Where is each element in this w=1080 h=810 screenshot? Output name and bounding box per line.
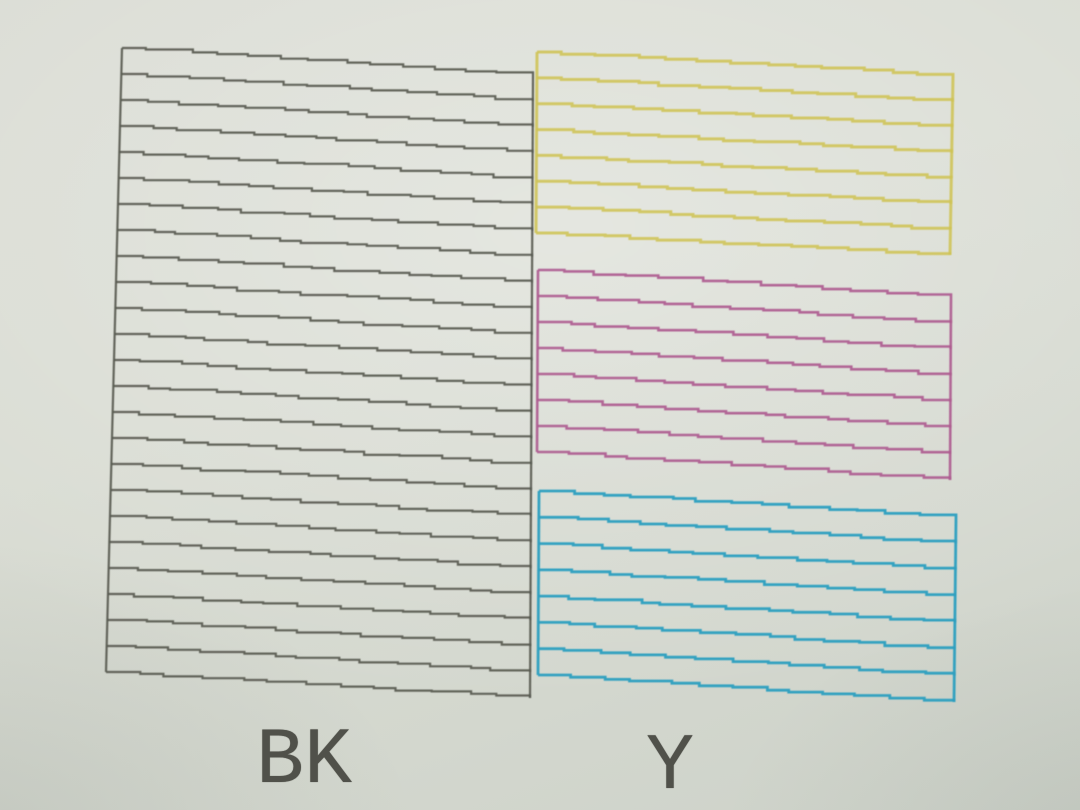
c-scan-line xyxy=(538,673,956,702)
magenta-ink-block xyxy=(535,268,953,481)
y-scan-line xyxy=(537,50,955,76)
y-right-edge xyxy=(948,75,955,256)
y-scan-line xyxy=(536,76,955,102)
bk-scan-line xyxy=(108,592,532,621)
y-scan-line xyxy=(536,128,954,153)
m-scan-line xyxy=(537,320,952,350)
bk-scan-line xyxy=(115,306,533,335)
label-y: Y xyxy=(646,722,695,810)
m-right-edge xyxy=(948,296,953,481)
c-scan-line xyxy=(538,647,956,676)
c-scan-line xyxy=(538,542,957,570)
bk-scan-line xyxy=(114,358,533,387)
c-left-edge xyxy=(536,490,541,676)
y-scan-line xyxy=(536,179,953,204)
bk-scan-line xyxy=(112,436,533,465)
bk-scan-line xyxy=(113,384,533,413)
bk-scan-line xyxy=(121,72,534,101)
bk-scan-line xyxy=(120,98,534,127)
bk-scan-line xyxy=(117,228,534,257)
m-scan-line xyxy=(538,268,953,297)
bk-scan-line xyxy=(118,176,534,205)
cyan-ink-block xyxy=(536,489,958,703)
c-scan-line xyxy=(538,568,957,597)
c-scan-line xyxy=(538,594,957,623)
m-scan-line xyxy=(537,398,952,428)
bk-scan-line xyxy=(106,670,532,698)
m-scan-line xyxy=(537,450,952,480)
bk-scan-line xyxy=(119,150,534,179)
c-scan-line xyxy=(538,621,956,650)
y-left-edge xyxy=(534,51,539,234)
bk-scan-line xyxy=(116,254,534,283)
bk-scan-line xyxy=(107,618,532,647)
bk-scan-line xyxy=(118,202,534,231)
c-scan-line xyxy=(539,489,958,517)
bk-scan-line xyxy=(114,332,533,361)
black-ink-block xyxy=(104,46,535,699)
y-scan-line xyxy=(536,153,953,179)
bk-left-edge xyxy=(104,47,124,673)
yellow-ink-block xyxy=(534,50,955,256)
bk-scan-line xyxy=(120,124,534,153)
m-left-edge xyxy=(535,269,540,453)
y-scan-line xyxy=(536,102,954,128)
label-bk: BK xyxy=(256,716,353,807)
m-scan-line xyxy=(537,346,952,376)
bk-scan-line xyxy=(109,540,532,569)
m-scan-line xyxy=(537,424,952,454)
bk-scan-line xyxy=(110,488,532,517)
y-scan-line xyxy=(536,231,952,256)
bk-right-edge xyxy=(528,74,535,699)
c-right-edge xyxy=(952,516,958,703)
bk-scan-line xyxy=(112,410,533,439)
bk-scan-line xyxy=(108,566,532,595)
m-scan-line xyxy=(537,372,952,402)
bk-scan-line xyxy=(110,514,532,543)
bk-scan-line xyxy=(111,462,533,491)
m-scan-line xyxy=(537,294,953,324)
c-scan-line xyxy=(538,515,958,544)
bk-scan-line xyxy=(122,46,535,75)
bk-scan-line xyxy=(106,644,532,672)
y-scan-line xyxy=(536,205,952,230)
bk-scan-line xyxy=(116,280,533,309)
